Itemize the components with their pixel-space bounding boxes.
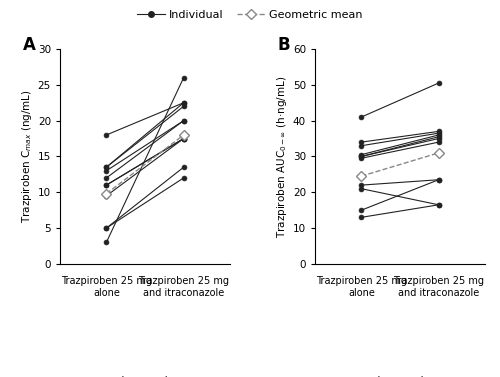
Text: (n = 11): (n = 11): [120, 375, 170, 377]
Y-axis label: Trazpiroben C$_{max}$ (ng/mL): Trazpiroben C$_{max}$ (ng/mL): [20, 89, 34, 224]
Text: A: A: [22, 36, 36, 54]
Legend: Individual, Geometric mean: Individual, Geometric mean: [132, 6, 368, 25]
Y-axis label: Trazpiroben AUC$_{0-∞}$ (h·ng/mL): Trazpiroben AUC$_{0-∞}$ (h·ng/mL): [274, 75, 288, 238]
Text: B: B: [278, 36, 290, 54]
Text: (n = 10): (n = 10): [376, 375, 424, 377]
